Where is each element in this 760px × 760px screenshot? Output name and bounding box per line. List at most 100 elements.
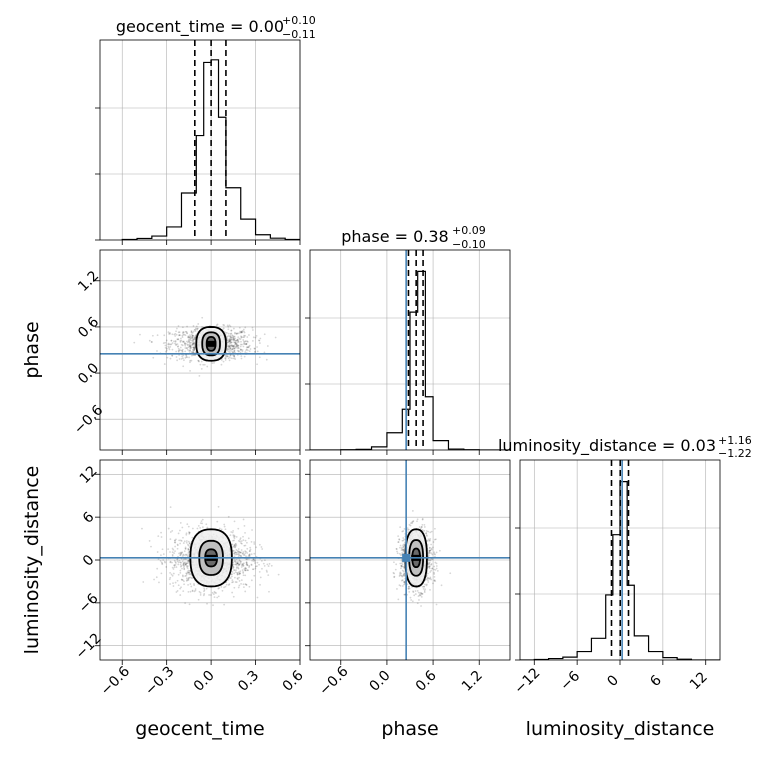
scatter-point [202,594,205,597]
scatter-point [181,578,183,581]
y-tick-label-luminosity_distance: −6 [76,591,102,617]
ylabel-phase: phase [21,321,43,378]
scatter-point [199,526,202,529]
scatter-point [232,347,234,350]
scatter-point [238,350,240,352]
scatter-point [230,344,233,347]
scatter-point [226,349,229,352]
scatter-point [230,337,232,339]
scatter-point [192,346,195,349]
scatter-point [172,572,175,575]
scatter-point [240,349,242,351]
scatter-point [191,344,193,347]
scatter-point [172,582,174,584]
scatter-point [175,566,178,568]
scatter-point [190,333,193,336]
scatter-point [244,539,247,542]
scatter-point [229,534,232,537]
scatter-point [232,336,235,339]
scatter-point [242,564,245,567]
scatter-point [197,323,200,325]
scatter-point [227,345,230,348]
scatter-point [179,339,182,342]
scatter-point [173,564,176,567]
scatter-point [429,546,431,549]
scatter-point [248,564,251,567]
scatter-point [179,341,182,343]
scatter-point [183,540,186,543]
scatter-point [399,544,402,547]
scatter-point [189,338,191,341]
scatter-point [186,347,188,349]
scatter-point [189,590,192,593]
scatter-point [188,559,190,562]
scatter-point [187,579,190,582]
scatter-point [396,588,398,590]
scatter-point [248,553,251,556]
scatter-point [171,348,174,351]
scatter-point [422,585,425,588]
scatter-point [256,350,259,353]
scatter-point [184,334,187,337]
contour-peak [206,340,217,347]
scatter-point [163,334,166,337]
scatter-point [192,346,195,349]
scatter-point [430,569,433,572]
scatter-point [252,560,255,562]
scatter-point [399,571,402,574]
scatter-point [182,590,185,593]
scatter-point [240,357,243,360]
scatter-point [251,529,253,531]
scatter-point [251,568,254,571]
x-tick-label-phase: −0.6 [316,663,351,698]
scatter-point [177,532,180,535]
scatter-point [181,336,184,339]
scatter-point [236,562,239,565]
y-tick-label-phase: 1.2 [75,268,102,295]
scatter-point [181,579,184,582]
scatter-point [230,336,233,339]
title-median: 0.03 [680,436,716,455]
scatter-point [245,342,247,345]
scatter-point [237,336,240,339]
scatter-point [248,550,251,552]
scatter-point [232,549,235,552]
scatter-point [220,586,223,588]
scatter-point [245,563,248,566]
scatter-point [235,333,238,335]
scatter-point [428,562,431,565]
scatter-point [254,567,257,570]
scatter-point [227,344,229,347]
scatter-point [233,349,236,352]
scatter-point [191,339,194,342]
scatter-point [253,559,256,562]
scatter-point [169,506,172,508]
scatter-point [201,316,204,319]
scatter-point [248,566,250,568]
scatter-point [393,576,396,579]
scatter-point [240,582,242,585]
scatter-point [220,363,223,366]
scatter-point [199,522,202,525]
scatter-point [188,532,191,535]
quantile-lines-luminosity-distance [610,460,630,660]
scatter-point [248,334,250,336]
scatter-point [189,573,192,576]
scatter-point [174,564,177,566]
scatter-point [230,341,233,344]
scatter-point [201,518,204,521]
scatter-point [191,334,194,337]
scatter-point [236,566,238,568]
scatter-point [233,355,236,357]
scatter-point [266,345,269,347]
scatter-point [227,357,230,360]
scatter-point [164,344,167,347]
scatter-point [428,551,431,554]
scatter-point [239,555,242,557]
scatter-point [194,334,197,337]
scatter-point [176,543,179,546]
scatter-point [232,338,235,341]
scatter-point [401,563,404,566]
title-median: 0.00 [248,17,284,36]
scatter-point [240,566,243,568]
